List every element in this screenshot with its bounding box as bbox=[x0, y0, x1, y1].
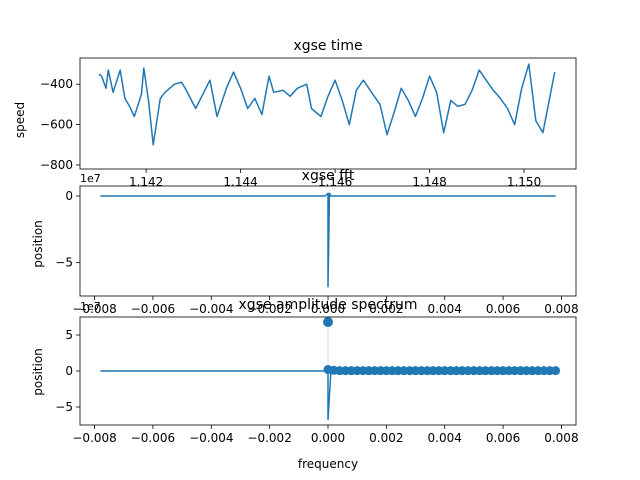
y-tick-label-fft: 0 bbox=[65, 189, 73, 203]
x-tick-label-fft: 0.008 bbox=[544, 302, 578, 316]
x-tick-label-amplitude: 0.002 bbox=[369, 431, 403, 445]
y-tick-label-time: −800 bbox=[40, 158, 73, 172]
x-tick-label-amplitude: 0.004 bbox=[428, 431, 462, 445]
panel-fft-ylabel: position bbox=[31, 220, 45, 268]
panel-time-offset: 1e7 bbox=[80, 172, 101, 185]
x-tick-label-fft: −0.002 bbox=[247, 302, 291, 316]
panel-time-ylabel: speed bbox=[13, 102, 27, 138]
x-tick-label-fft: −0.008 bbox=[72, 302, 116, 316]
panel-amplitude-xlabel: frequency bbox=[298, 457, 358, 471]
x-tick-label-time: 1.142 bbox=[129, 175, 163, 189]
series-line-fft-0 bbox=[100, 192, 556, 288]
panel-amplitude-ylabel: position bbox=[31, 348, 45, 396]
x-tick-label-time: 1.144 bbox=[223, 175, 257, 189]
x-tick-label-fft: −0.006 bbox=[131, 302, 175, 316]
panel-fft: xgse fft position 1e7 −0.008 −0.006 −0.004… bbox=[31, 168, 579, 316]
x-tick-label-amplitude: 0.006 bbox=[486, 431, 520, 445]
x-tick-label-amplitude: 0.000 bbox=[311, 431, 345, 445]
x-tick-label-fft: 0.002 bbox=[369, 302, 403, 316]
y-tick-label-time: −600 bbox=[40, 118, 73, 132]
x-tick-label-time: 1.148 bbox=[412, 175, 446, 189]
panel-time: xgse time speed 1e7 1.142 1.144 1.146 1.148… bbox=[13, 38, 577, 189]
x-tick-label-fft: 0.006 bbox=[486, 302, 520, 316]
axes-frame-time bbox=[79, 57, 577, 170]
x-tick-label-amplitude: −0.006 bbox=[131, 431, 175, 445]
y-tick-label-amplitude: −5 bbox=[55, 400, 73, 414]
x-tick-label-amplitude: −0.008 bbox=[72, 431, 116, 445]
scatter-point bbox=[323, 317, 333, 328]
x-tick-label-amplitude: −0.004 bbox=[189, 431, 233, 445]
plot-area-amplitude bbox=[100, 317, 561, 421]
panel-fft-offset: 1e7 bbox=[80, 300, 101, 313]
x-tick-label-amplitude: −0.002 bbox=[247, 431, 291, 445]
plot-area-fft bbox=[100, 192, 556, 288]
x-tick-label-amplitude: 0.008 bbox=[544, 431, 578, 445]
plot-area-time bbox=[98, 63, 556, 146]
panel-time-title: xgse time bbox=[293, 38, 362, 54]
x-tick-label-fft: 0.004 bbox=[428, 302, 462, 316]
panel-amplitude: xgse amplitude spectrum position frequen… bbox=[31, 297, 579, 471]
scatter-point bbox=[551, 366, 561, 376]
y-tick-label-amplitude: 0 bbox=[65, 364, 73, 378]
x-tick-label-time: 1.146 bbox=[318, 175, 352, 189]
x-tick-label-fft: 0.000 bbox=[311, 302, 345, 316]
panel-fft-title: xgse fft bbox=[302, 168, 355, 184]
series-line-time-0 bbox=[98, 63, 556, 146]
panel-amplitude-title: xgse amplitude spectrum bbox=[239, 297, 418, 313]
y-tick-label-fft: −5 bbox=[55, 256, 73, 270]
y-tick-label-amplitude: 5 bbox=[65, 328, 73, 342]
x-tick-label-fft: −0.004 bbox=[189, 302, 233, 316]
y-tick-label-time: −400 bbox=[40, 77, 73, 91]
x-tick-label-time: 1.150 bbox=[507, 175, 541, 189]
